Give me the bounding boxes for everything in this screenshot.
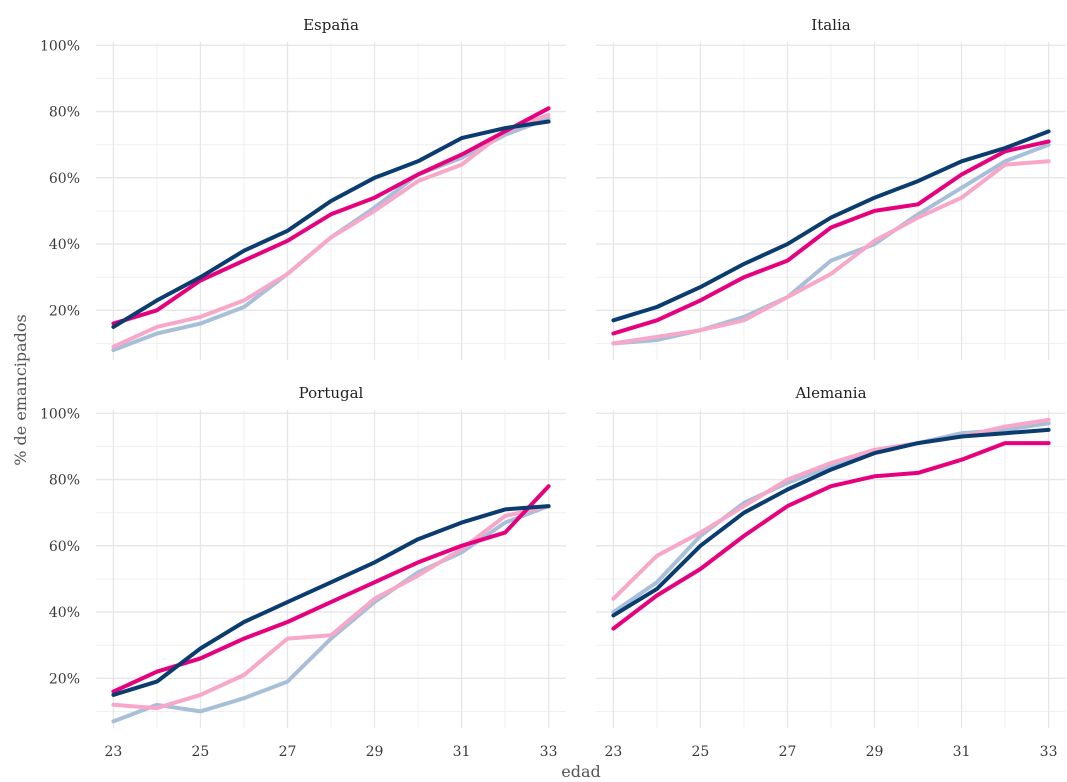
y-tick-label: 60% [49, 539, 80, 555]
x-tick-label: 31 [953, 744, 971, 760]
x-tick-label: 29 [866, 744, 884, 760]
y-axis-title: % de emancipados [11, 314, 30, 466]
x-tick-label: 27 [779, 744, 797, 760]
panel-title-espana: España [303, 16, 359, 34]
series-line-portugal-3 [111, 504, 551, 711]
x-axis-title: edad [561, 762, 601, 781]
series-line-alemania-1 [611, 427, 1051, 618]
y-tick-label: 100% [40, 38, 80, 54]
x-tick-label: 25 [192, 744, 210, 760]
y-tick-label: 60% [49, 171, 80, 187]
series-line-portugal-2 [111, 484, 551, 694]
series-line-italia-3 [611, 159, 1051, 346]
panel-italia: Italia [596, 16, 1066, 360]
series-line-alemania-3 [611, 417, 1051, 601]
panel-espana: España 20% 40% 60% 80% 100% [40, 16, 566, 360]
panel-title-portugal: Portugal [299, 384, 364, 402]
x-tick-label: 23 [104, 744, 122, 760]
panel-title-alemania: Alemania [794, 384, 866, 402]
x-tick-label: 33 [540, 744, 558, 760]
x-tick-label: 33 [1040, 744, 1058, 760]
panel-portugal: Portugal 20% 40% 60% 80% 100% 23 25 27 29 31 33 [40, 384, 566, 760]
panel-alemania: Alemania 23 25 27 29 31 33 [596, 384, 1066, 760]
y-tick-label: 100% [40, 406, 80, 422]
y-tick-label: 80% [49, 473, 80, 489]
series-line-espana-2 [111, 106, 551, 326]
y-tick-label: 40% [49, 237, 80, 253]
series-line-portugal-1 [111, 504, 551, 697]
x-tick-label: 31 [453, 744, 471, 760]
x-tick-label: 29 [366, 744, 384, 760]
series-line-espana-1 [111, 119, 551, 329]
series-line-espana-3 [111, 112, 551, 349]
x-tick-label: 27 [279, 744, 297, 760]
x-tick-label: 25 [692, 744, 710, 760]
y-tick-label: 20% [49, 671, 80, 687]
y-tick-label: 40% [49, 605, 80, 621]
series-line-alemania-2 [611, 441, 1051, 631]
x-tick-label: 23 [604, 744, 622, 760]
series-line-italia-1 [611, 129, 1051, 323]
y-tick-label: 20% [49, 303, 80, 319]
panel-title-italia: Italia [811, 16, 850, 34]
series-line-italia-2 [611, 139, 1051, 336]
y-tick-label: 80% [49, 105, 80, 121]
